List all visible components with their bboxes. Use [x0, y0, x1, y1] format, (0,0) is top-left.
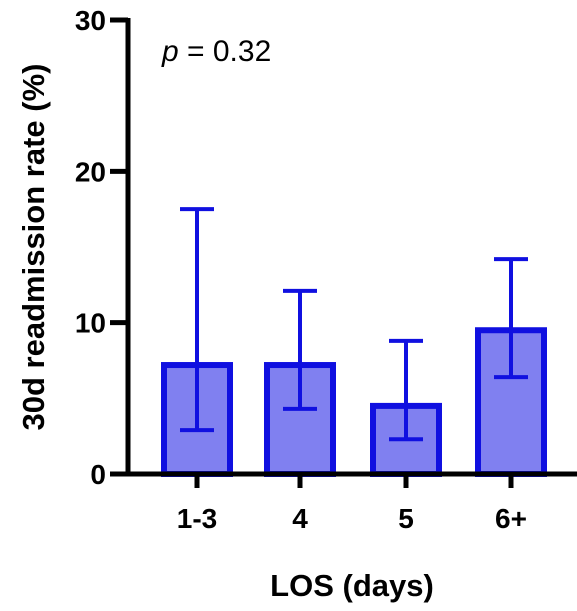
bar-6+ — [475, 327, 547, 477]
p-value-text: = 0.32 — [179, 35, 272, 68]
axes-layer: 1-3 4 5 6+ 0 10 20 30 — [75, 5, 577, 534]
x-tick-label-4: 4 — [292, 503, 308, 534]
y-tick-label-20: 20 — [75, 156, 106, 187]
p-value-annotation: p = 0.32 — [161, 35, 271, 68]
x-tick-label-6+: 6+ — [495, 503, 527, 534]
y-tick-label-0: 0 — [90, 459, 106, 490]
y-tick-label-10: 10 — [75, 308, 106, 339]
error-bars-layer — [180, 207, 528, 442]
p-symbol: p — [161, 35, 179, 68]
x-axis-title: LOS (days) — [270, 568, 434, 603]
y-tick-label-30: 30 — [75, 5, 106, 36]
bars-layer — [161, 327, 547, 478]
x-tick-label-5: 5 — [398, 503, 414, 534]
y-axis-title: 30d readmission rate (%) — [16, 64, 51, 431]
x-tick-label-1-3: 1-3 — [177, 503, 217, 534]
